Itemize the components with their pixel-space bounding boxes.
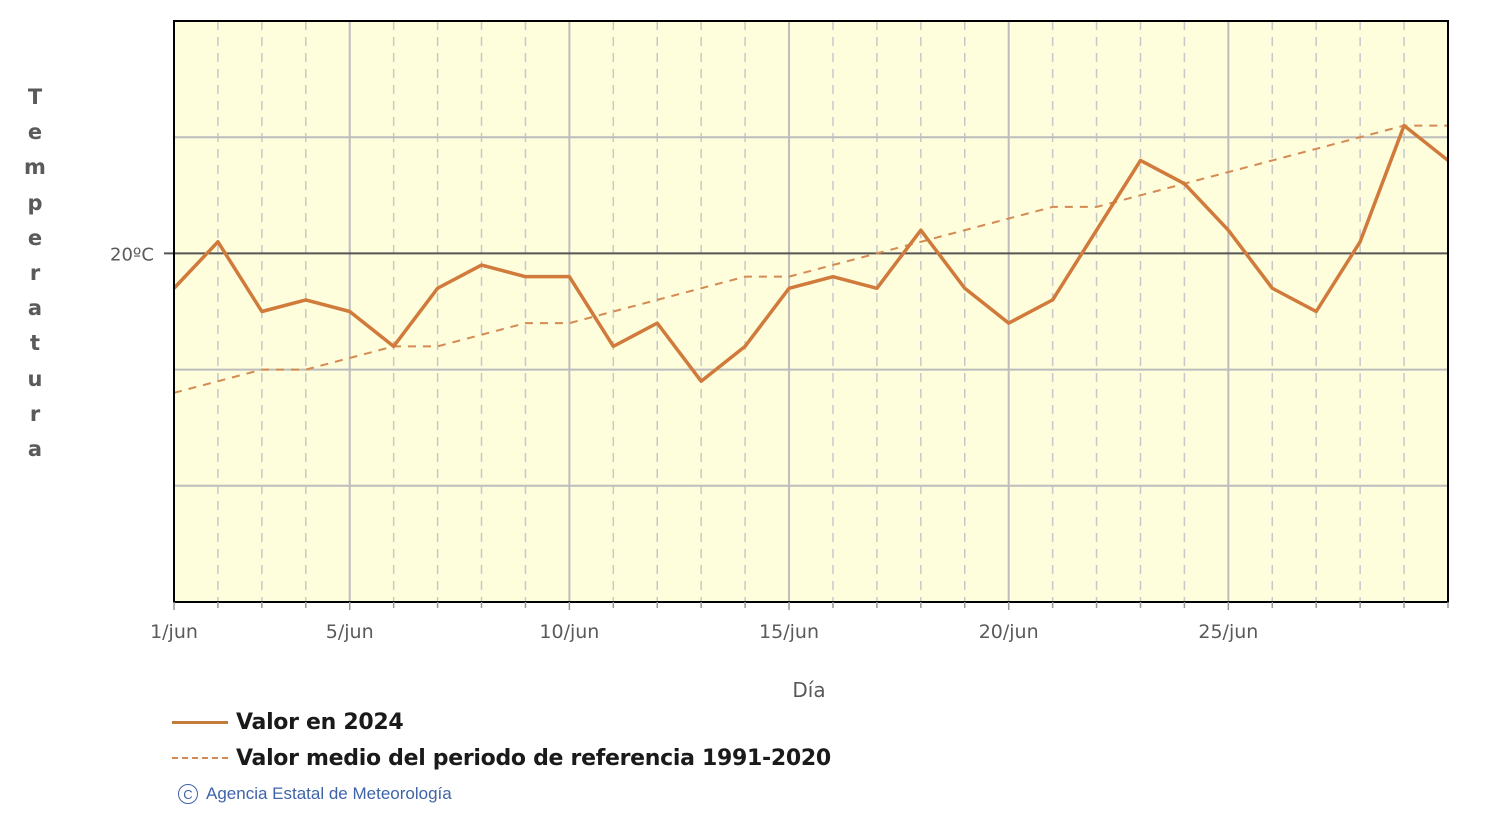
x-axis-labels: 1/jun 5/jun 10/jun 15/jun 20/jun 25/jun (150, 621, 1258, 643)
x-axis-ticks (173, 602, 1449, 610)
y-axis-title-letter: e (27, 225, 43, 250)
x-tick-label: 5/jun (326, 621, 374, 643)
dashed-line-swatch-icon (172, 757, 228, 759)
series-reference-mean (173, 124, 1448, 394)
credit-text: Agencia Estatal de Meteorología (206, 784, 452, 803)
x-tick-label: 15/jun (759, 621, 819, 643)
x-tick-label: 1/jun (150, 621, 198, 643)
legend: Valor en 2024 Valor medio del periodo de… (172, 704, 831, 776)
y-axis-title-letter: p (27, 190, 43, 215)
y-axis-title-letter: T (27, 85, 43, 109)
y-axis-labels: 20ºC (110, 244, 154, 265)
x-axis-title: Día (792, 678, 825, 702)
x-tick-label: 25/jun (1198, 621, 1258, 643)
reference-mean-line (173, 124, 1448, 394)
value-2024-line (172, 123, 1450, 383)
series-2024 (172, 123, 1450, 383)
x-tick-label: 20/jun (979, 621, 1039, 643)
plot-frame (173, 20, 1449, 603)
y-axis-title-letter: r (29, 401, 41, 426)
legend-label: Valor en 2024 (236, 709, 404, 735)
legend-item-2024: Valor en 2024 (172, 704, 831, 740)
solid-line-swatch-icon (172, 720, 228, 724)
y-axis-title-letter: a (27, 437, 43, 462)
legend-label: Valor medio del periodo de referencia 19… (236, 745, 831, 771)
y-axis-title-letter: r (29, 261, 41, 286)
minor-gridlines (217, 21, 1405, 602)
legend-item-reference: Valor medio del periodo de referencia 19… (172, 740, 831, 776)
copyright-icon: C (178, 784, 198, 804)
plot-area (174, 21, 1448, 602)
major-gridlines (174, 21, 1448, 602)
y-axis-title-letter: e (27, 120, 43, 145)
y-axis-title-letter: t (29, 331, 41, 356)
x-tick-label: 10/jun (539, 621, 599, 643)
y-axis-title-letter: a (27, 296, 43, 321)
y-tick-label: 20ºC (110, 244, 154, 265)
credit: C Agencia Estatal de Meteorología (178, 784, 452, 804)
y-axis-title-letter: m (24, 155, 46, 180)
y-axis-title-letter: u (27, 366, 43, 391)
